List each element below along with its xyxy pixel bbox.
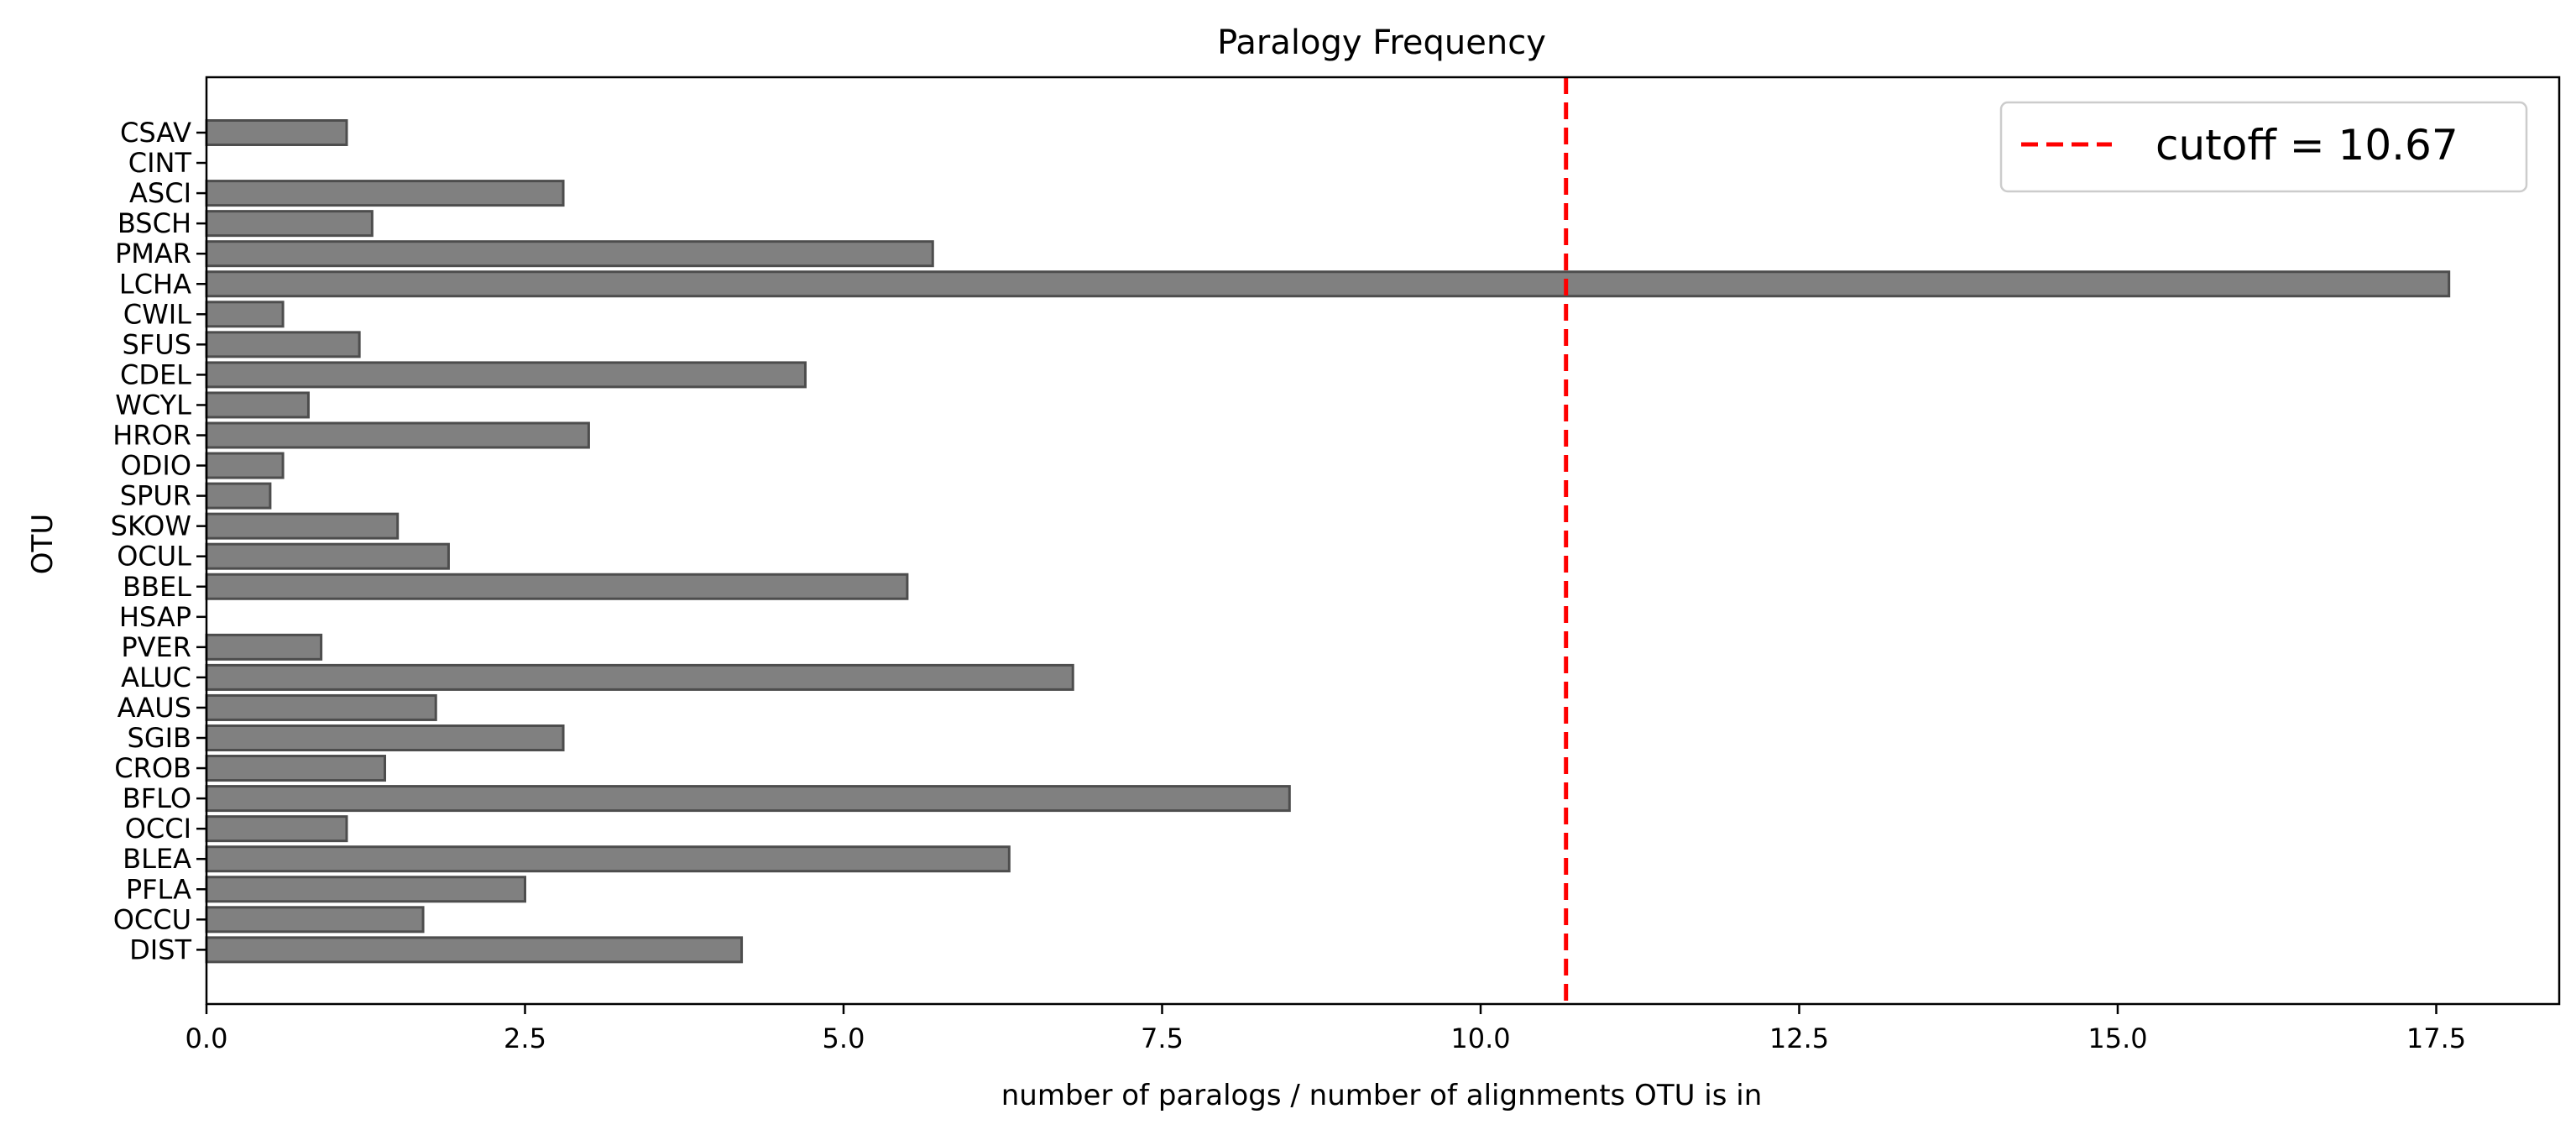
bar-csav bbox=[205, 119, 348, 146]
x-tick-label: 0.0 bbox=[185, 1023, 228, 1054]
bar-pfla bbox=[205, 876, 526, 903]
bar-sfus bbox=[205, 331, 361, 358]
y-tick-label: OCCI bbox=[125, 813, 191, 845]
y-tick-label: HROR bbox=[112, 420, 191, 452]
x-axis-ticks: 0.0 2.5 5.0 7.5 10.0 12.5 15.0 17.5 bbox=[185, 1004, 2466, 1054]
y-tick-label: OCCU bbox=[113, 903, 191, 935]
y-tick-label: SGIB bbox=[128, 722, 192, 754]
y-tick-label: HSAP bbox=[119, 601, 191, 633]
bar-cwil bbox=[205, 301, 285, 328]
bar-aaus bbox=[205, 693, 437, 721]
bar-blea bbox=[205, 845, 1011, 873]
bar-pver bbox=[205, 633, 323, 661]
x-tick-label: 12.5 bbox=[1769, 1023, 1829, 1054]
bar-bflo bbox=[205, 785, 1291, 813]
y-tick-label: ASCI bbox=[129, 177, 191, 209]
bar-pmar bbox=[205, 240, 934, 268]
bar-skow bbox=[205, 512, 400, 540]
bar-bsch bbox=[205, 210, 374, 238]
bar-hror bbox=[205, 421, 590, 449]
bar-wcyl bbox=[205, 391, 310, 419]
bar-dist bbox=[205, 936, 744, 964]
bar-occu bbox=[205, 906, 425, 934]
bar-odio bbox=[205, 452, 285, 479]
x-axis-label: number of paralogs / number of alignment… bbox=[1001, 1079, 1763, 1112]
y-tick-label: BBEL bbox=[123, 571, 191, 603]
y-tick-label: CINT bbox=[128, 147, 192, 179]
y-axis-ticks: CSAVCINTASCIBSCHPMARLCHACWILSFUSCDELWCYL… bbox=[111, 117, 206, 965]
y-tick-label: SFUS bbox=[123, 328, 191, 360]
y-tick-label: OCUL bbox=[117, 541, 191, 573]
y-tick-label: CSAV bbox=[120, 117, 191, 149]
y-tick-label: CDEL bbox=[120, 358, 191, 390]
y-tick-label: PFLA bbox=[126, 873, 191, 905]
y-tick-label: PMAR bbox=[115, 238, 191, 269]
bar-series bbox=[205, 119, 2451, 964]
bar-bbel bbox=[205, 573, 909, 600]
y-tick-label: BSCH bbox=[118, 207, 191, 239]
x-tick-label: 17.5 bbox=[2406, 1023, 2466, 1054]
x-tick-label: 15.0 bbox=[2087, 1023, 2147, 1054]
bar-sgib bbox=[205, 724, 565, 751]
chart-title: Paralogy Frequency bbox=[1217, 24, 1546, 62]
bar-occi bbox=[205, 815, 348, 843]
y-tick-label: WCYL bbox=[115, 389, 191, 421]
y-axis-label: OTU bbox=[26, 514, 60, 574]
legend-box bbox=[1999, 101, 2528, 193]
y-tick-label: SKOW bbox=[111, 510, 191, 542]
bar-cdel bbox=[205, 361, 807, 389]
y-tick-label: AAUS bbox=[118, 692, 191, 724]
bar-ocul bbox=[205, 542, 450, 570]
bar-spur bbox=[205, 482, 272, 510]
y-tick-label: BFLO bbox=[123, 782, 191, 814]
y-tick-label: SPUR bbox=[120, 480, 191, 512]
x-tick-label: 5.0 bbox=[823, 1023, 865, 1054]
y-tick-label: DIST bbox=[129, 934, 191, 965]
legend: cutoff = 10.67 bbox=[1999, 101, 2528, 193]
y-tick-label: CROB bbox=[114, 752, 191, 784]
bar-aluc bbox=[205, 663, 1074, 691]
y-tick-label: ALUC bbox=[121, 662, 191, 693]
y-tick-label: ODIO bbox=[121, 450, 191, 482]
plot-frame bbox=[205, 76, 2561, 1006]
y-tick-label: CWIL bbox=[123, 298, 191, 330]
bar-crob bbox=[205, 755, 387, 782]
bar-asci bbox=[205, 180, 565, 207]
y-tick-label: PVER bbox=[121, 631, 191, 663]
y-tick-label: LCHA bbox=[119, 268, 191, 300]
y-tick-label: BLEA bbox=[123, 843, 191, 875]
x-tick-label: 10.0 bbox=[1450, 1023, 1510, 1054]
legend-cutoff-label: cutoff = 10.67 bbox=[2155, 121, 2458, 170]
bar-lcha bbox=[205, 270, 2451, 298]
x-tick-label: 2.5 bbox=[504, 1023, 546, 1054]
x-tick-label: 7.5 bbox=[1141, 1023, 1183, 1054]
